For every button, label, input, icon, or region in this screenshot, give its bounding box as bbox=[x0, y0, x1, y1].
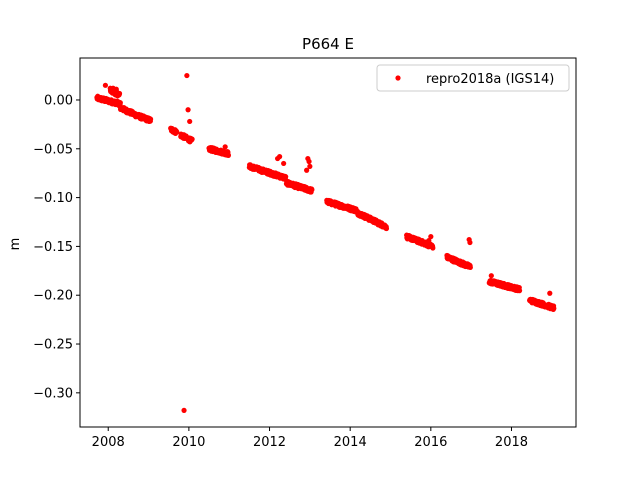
y-tick-label: 0.00 bbox=[44, 93, 73, 108]
x-tick-label: 2012 bbox=[253, 435, 286, 450]
data-point bbox=[174, 129, 180, 135]
data-point bbox=[307, 163, 313, 169]
data-point bbox=[222, 144, 228, 150]
data-point bbox=[189, 136, 195, 142]
data-point bbox=[383, 225, 390, 232]
data-point bbox=[113, 86, 119, 92]
data-point bbox=[426, 237, 432, 244]
data-point bbox=[185, 107, 191, 113]
data-point bbox=[225, 152, 231, 158]
y-axis-label: m bbox=[8, 238, 23, 251]
data-point bbox=[184, 72, 190, 79]
legend-label: repro2018a (IGS14) bbox=[426, 72, 554, 87]
data-point bbox=[516, 288, 523, 294]
chart-title: P664 E bbox=[302, 35, 354, 53]
data-point bbox=[428, 234, 434, 240]
legend-marker bbox=[395, 75, 401, 81]
plot-area-frame bbox=[79, 57, 577, 428]
data-point bbox=[304, 167, 310, 173]
data-point bbox=[283, 174, 289, 180]
data-point bbox=[281, 160, 287, 167]
x-tick-label: 2014 bbox=[334, 435, 367, 450]
y-axis: 0.00 −0.05 −0.10 −0.15 −0.20 −0.25 −0.30 bbox=[33, 93, 80, 401]
data-point bbox=[117, 100, 123, 106]
x-axis: 2008 2010 2012 2014 2016 2018 bbox=[92, 427, 528, 450]
data-point bbox=[147, 116, 154, 122]
data-point bbox=[309, 187, 315, 193]
data-point bbox=[488, 273, 494, 279]
x-tick-label: 2018 bbox=[495, 435, 528, 450]
data-point bbox=[467, 264, 473, 271]
data-point bbox=[551, 305, 557, 311]
data-point bbox=[102, 82, 108, 88]
y-tick-label: −0.10 bbox=[33, 191, 73, 206]
y-tick-label: −0.05 bbox=[33, 142, 73, 157]
x-tick-label: 2010 bbox=[172, 435, 205, 450]
legend-frame bbox=[376, 64, 570, 92]
data-point bbox=[547, 290, 553, 296]
x-tick-label: 2008 bbox=[92, 435, 125, 450]
y-tick-label: −0.15 bbox=[33, 240, 73, 255]
y-tick-label: −0.25 bbox=[33, 338, 73, 353]
data-point bbox=[467, 239, 473, 246]
legend: repro2018a (IGS14) bbox=[376, 64, 570, 92]
data-point bbox=[187, 118, 193, 125]
y-tick-label: −0.20 bbox=[33, 289, 73, 304]
data-point bbox=[306, 158, 312, 165]
y-tick-label: −0.30 bbox=[33, 386, 73, 401]
data-point bbox=[181, 407, 187, 413]
data-point bbox=[116, 90, 123, 97]
data-points bbox=[94, 72, 557, 413]
data-point bbox=[430, 245, 436, 251]
x-tick-label: 2016 bbox=[414, 435, 447, 450]
data-point bbox=[277, 154, 283, 160]
